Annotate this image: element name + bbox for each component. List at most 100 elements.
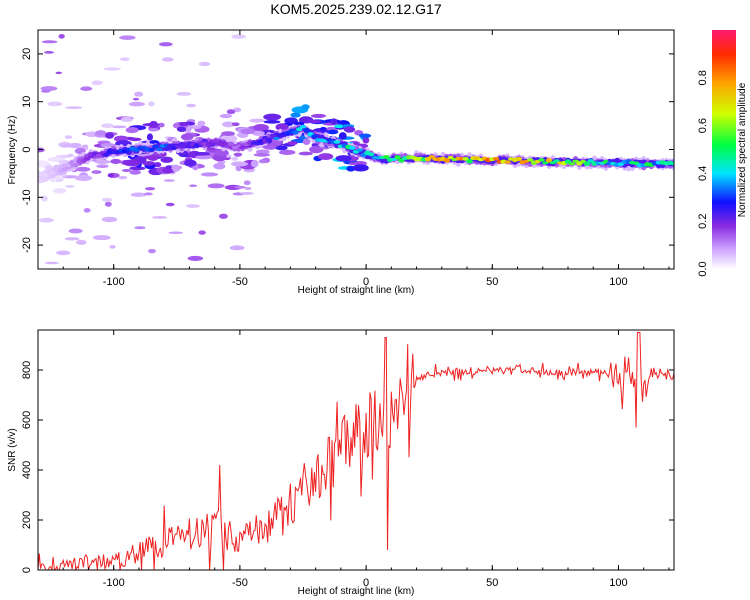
spectrogram-ridge-cell [239, 145, 246, 149]
snr-series-line [38, 332, 674, 570]
spectrogram-cell [160, 156, 174, 163]
snr-x-tick-label: 100 [609, 577, 627, 589]
spectrogram-cell [253, 153, 271, 157]
spectrogram-ridge-cell [504, 160, 511, 164]
spectrogram-cell [243, 180, 251, 186]
spectrogram-cell [145, 187, 156, 191]
spectrogram-cell [81, 144, 89, 149]
colorbar-tick-label: 0.8 [697, 70, 709, 85]
spectrogram-ridge-cell [61, 167, 68, 171]
spectrogram-cell [200, 172, 219, 177]
spectrogram-cell [53, 188, 67, 194]
spectrogram-cell [163, 179, 175, 182]
spectrogram-ridge-cell [227, 141, 235, 147]
spectrogram-cell [214, 149, 229, 157]
spectrogram-cell [56, 250, 71, 256]
snr-y-tick-label: 0 [21, 567, 33, 573]
spectrogram-x-tick-label: 50 [486, 276, 498, 288]
spectrogram-y-axis-label: Frequency (Hz) [7, 116, 18, 185]
spectrogram-cell [309, 145, 324, 154]
snr-x-tick-label: -50 [232, 577, 248, 589]
spectrogram-cell [128, 137, 142, 142]
spectrogram-y-tick-label: 10 [21, 96, 33, 108]
spectrogram-ridge-cell [212, 138, 220, 143]
spectrogram-cell [129, 166, 146, 171]
spectrogram-cell [330, 118, 338, 125]
spectrogram-ridge-cell [572, 159, 579, 163]
spectrogram-cell [224, 184, 243, 190]
spectrogram-y-tick-label: 20 [21, 48, 33, 60]
spectrogram-cell [334, 124, 345, 129]
spectrogram-x-tick-label: -50 [232, 276, 248, 288]
spectrogram-ridge-cell [356, 148, 363, 152]
snr-y-tick-label: 200 [21, 511, 33, 529]
colorbar-tick-label: 0.4 [697, 166, 709, 181]
spectrogram-cell [41, 195, 48, 202]
spectrogram-cell [125, 126, 139, 134]
colorbar: 0.0 0.2 0.4 0.6 0.8 Normalized spectral ampl… [697, 30, 748, 277]
spectrogram-ridge-cell [303, 127, 310, 133]
spectrogram-cell [119, 35, 136, 40]
spectrogram-cell [176, 91, 192, 96]
spectrogram-cell [44, 261, 59, 265]
spectrogram-cell [235, 164, 242, 172]
spectrogram-cell [250, 159, 259, 168]
spectrogram-cell [186, 103, 196, 108]
spectrogram-cell [162, 167, 173, 174]
spectrogram-cell [118, 175, 128, 180]
spectrogram-cell [147, 154, 159, 161]
spectrogram-cell [65, 184, 75, 188]
spectrogram-ridge-cell [443, 158, 451, 163]
spectrogram-ridge-cell [492, 156, 500, 161]
spectrogram-cell [226, 109, 236, 115]
spectrogram-cell [134, 91, 144, 97]
spectrogram-cell [161, 57, 174, 62]
spectrogram-ridge-cell [383, 154, 390, 159]
spectrogram-cell [231, 34, 247, 39]
spectrogram-ridge-cell [265, 138, 273, 142]
spectrogram-cell [230, 161, 249, 167]
spectrogram-cell [96, 164, 109, 169]
spectrogram-ridge-cell [568, 162, 575, 166]
spectrogram-y-tick-label: -20 [21, 237, 33, 253]
snr-y-tick-label: 400 [21, 461, 33, 479]
spectrogram-cell [122, 159, 140, 166]
spectrogram-cell [129, 170, 142, 175]
spectrogram-ridge-cell [542, 161, 549, 165]
spectrogram-cell [287, 141, 298, 146]
spectrogram-cell [64, 237, 80, 241]
spectrogram-y-ticks: -20 -10 0 10 20 [21, 48, 674, 253]
spectrogram-cell [103, 67, 121, 71]
spectrogram-ridge-cell [205, 142, 212, 146]
spectrogram-cell [293, 121, 305, 126]
spectrogram-ridge-cell [106, 149, 114, 155]
snr-y-tick-label: 800 [21, 361, 33, 379]
spectrogram-cell [180, 133, 194, 141]
spectrogram-cell [197, 120, 206, 127]
spectrogram-cell [158, 42, 173, 47]
spectrogram-cell [146, 133, 154, 141]
spectrogram-ridge-cell [670, 161, 674, 166]
snr-x-axis-label: Height of straight line (km) [298, 586, 415, 597]
spectrogram-cell [298, 151, 313, 156]
spectrogram-cell [362, 136, 370, 144]
spectrogram-cell [83, 208, 91, 213]
spectrogram-ridge-cell [367, 152, 375, 157]
spectrogram-cell [105, 131, 115, 139]
spectrogram-cell [152, 216, 168, 219]
spectrogram-cell [40, 86, 58, 91]
spectrogram-cell [64, 135, 73, 139]
spectrogram-ridge-cell [466, 159, 473, 164]
spectrogram-ridge-cell [447, 156, 454, 160]
spectrogram-cell [234, 185, 246, 189]
spectrogram-ridge-cell [583, 161, 591, 166]
spectrogram-cell [279, 149, 296, 155]
spectrogram-ridge-cell [296, 127, 303, 132]
spectrogram-cell [55, 71, 62, 75]
spectrogram-y-tick-label: 0 [21, 146, 33, 152]
spectrogram-ridge-cell [254, 141, 261, 146]
spectrogram-cell [41, 89, 51, 93]
spectrogram-ridge-cell [349, 146, 356, 150]
spectrogram-ridge-cell [95, 153, 102, 158]
